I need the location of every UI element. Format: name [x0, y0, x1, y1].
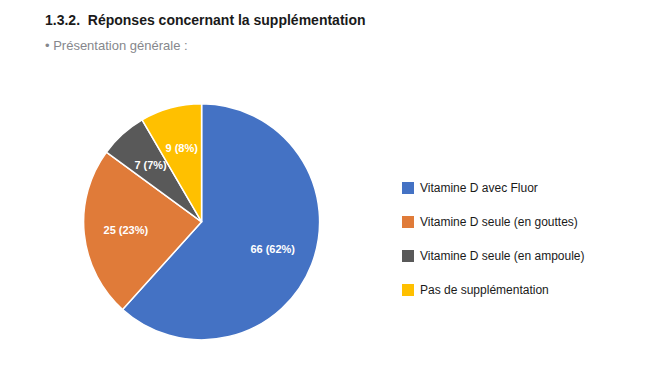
svg-text:• Présentation générale :: • Présentation générale : [45, 38, 188, 53]
svg-text:Vitamine D seule (en ampoule): Vitamine D seule (en ampoule) [420, 249, 585, 263]
svg-text:7 (7%): 7 (7%) [134, 159, 167, 171]
svg-text:9 (8%): 9 (8%) [166, 142, 199, 154]
svg-text:Pas de supplémentation: Pas de supplémentation [420, 283, 549, 297]
svg-text:Vitamine D seule (en gouttes): Vitamine D seule (en gouttes) [420, 215, 578, 229]
svg-text:25 (23%): 25 (23%) [104, 224, 149, 236]
svg-text:1.3.2. Réponses concernant la: 1.3.2. Réponses concernant la supplément… [45, 12, 366, 28]
svg-text:Vitamine D avec Fluor: Vitamine D avec Fluor [420, 181, 538, 195]
svg-text:66 (62%): 66 (62%) [250, 243, 295, 255]
